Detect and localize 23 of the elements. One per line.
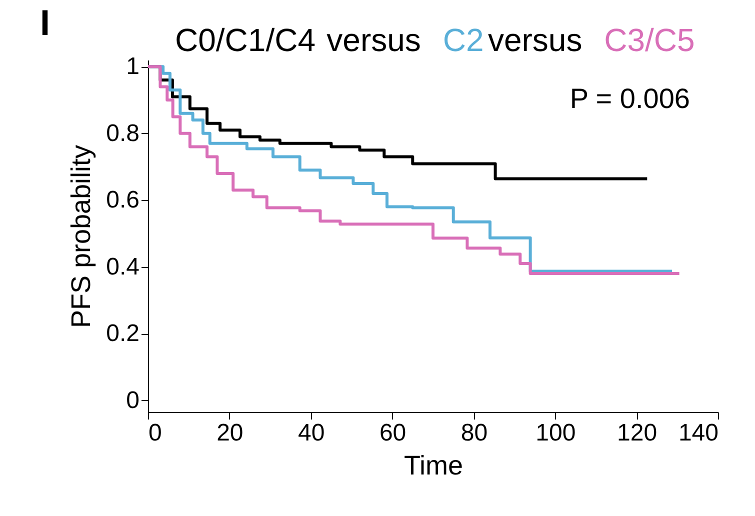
y-tick-label: 0.8 bbox=[106, 120, 140, 147]
x-tick-label: 0 bbox=[148, 420, 162, 446]
x-tick-label: 120 bbox=[617, 420, 658, 446]
x-tick-label: 100 bbox=[536, 420, 576, 446]
y-axis-title: PFS probability bbox=[66, 144, 96, 328]
y-tick-label: 0.4 bbox=[106, 253, 140, 280]
text: versus bbox=[326, 22, 421, 58]
x-tick-label: 20 bbox=[216, 420, 244, 446]
text: C2 bbox=[442, 22, 484, 58]
x-tick-label: 60 bbox=[379, 420, 406, 446]
text: I bbox=[40, 2, 50, 43]
text: C3/C5 bbox=[604, 22, 695, 58]
x-tick-label: 80 bbox=[460, 420, 488, 446]
y-tick-label: 1 bbox=[126, 53, 140, 80]
x-tick-label: 140 bbox=[678, 420, 718, 446]
x-tick-label: 40 bbox=[298, 420, 325, 446]
y-tick-label: 0.2 bbox=[106, 320, 140, 348]
annotation: P = 0.006 bbox=[570, 83, 690, 114]
y-tick-label: 0.6 bbox=[106, 186, 140, 214]
text: versus bbox=[488, 22, 582, 58]
x-axis-title: Time bbox=[404, 450, 463, 480]
y-tick-label: 0 bbox=[126, 386, 140, 414]
series-label: C0/C1/C4 bbox=[175, 22, 316, 58]
